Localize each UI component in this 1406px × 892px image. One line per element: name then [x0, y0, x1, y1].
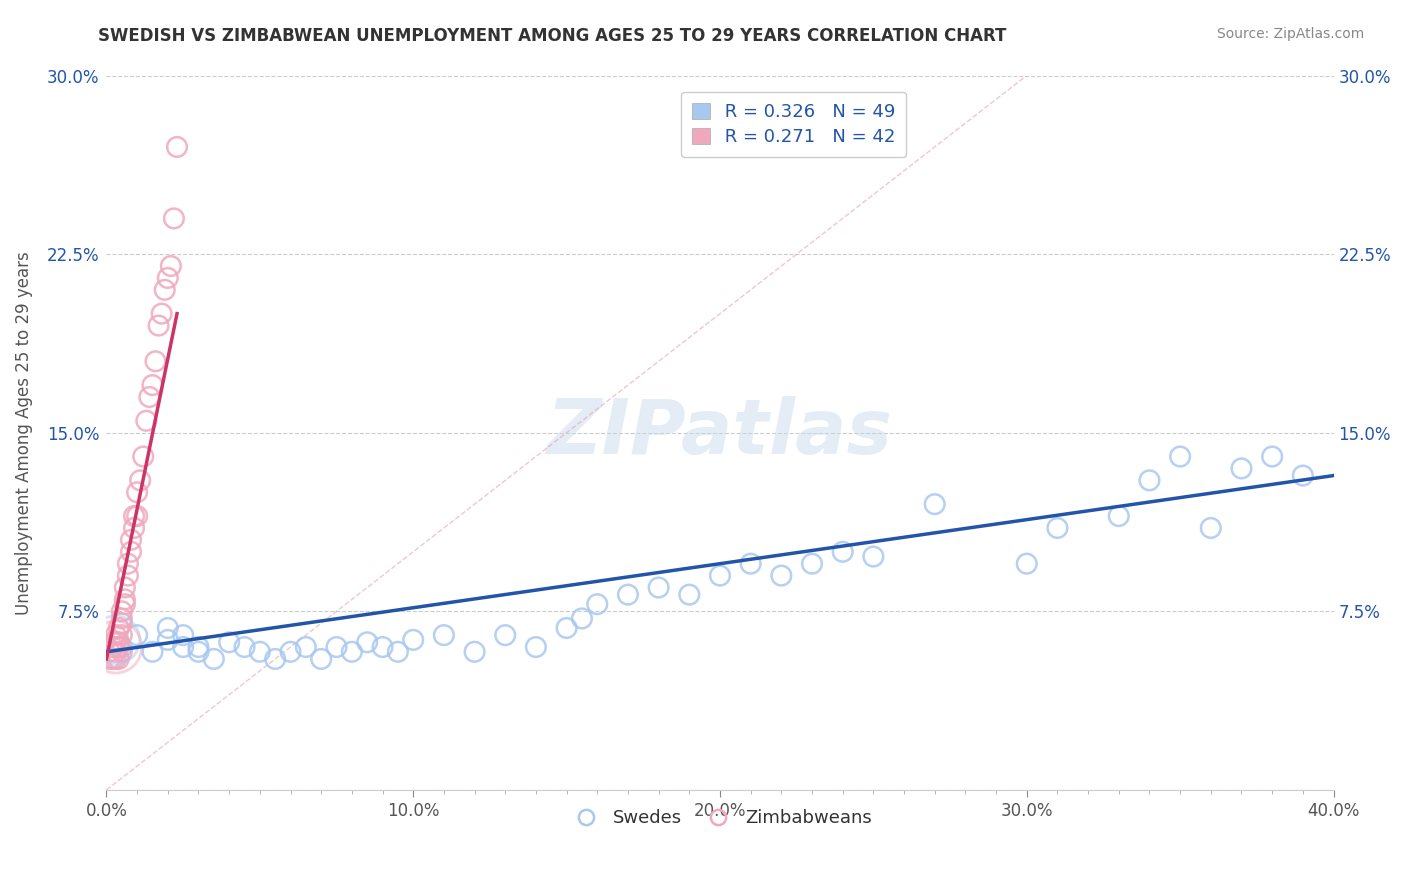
Point [127, 485, 149, 500]
Point [402, 632, 425, 647]
Point [172, 640, 194, 654]
Point [117, 568, 139, 582]
Point [107, 640, 129, 654]
Point [770, 568, 793, 582]
Text: Source: ZipAtlas.com: Source: ZipAtlas.com [1216, 27, 1364, 41]
Point [647, 581, 669, 595]
Point [132, 450, 155, 464]
Point [104, 628, 127, 642]
Point [138, 390, 160, 404]
Point [586, 597, 609, 611]
Point [156, 271, 179, 285]
Point [156, 632, 179, 647]
Point [117, 557, 139, 571]
Point [101, 640, 124, 654]
Point [387, 645, 409, 659]
Point [1199, 521, 1222, 535]
Point [202, 652, 225, 666]
Point [187, 645, 209, 659]
Point [1168, 450, 1191, 464]
Point [433, 628, 456, 642]
Point [160, 259, 183, 273]
Point [678, 588, 700, 602]
Point [111, 640, 134, 654]
Point [111, 628, 134, 642]
Point [122, 509, 145, 524]
Point [129, 474, 152, 488]
Point [101, 652, 124, 666]
Point [166, 140, 188, 154]
Point [494, 628, 516, 642]
Point [325, 640, 347, 654]
Point [104, 645, 127, 659]
Point [135, 414, 157, 428]
Point [1139, 474, 1161, 488]
Point [1046, 521, 1069, 535]
Point [107, 635, 129, 649]
Point [141, 645, 163, 659]
Point [120, 545, 142, 559]
Point [111, 604, 134, 618]
Point [114, 581, 136, 595]
Point [356, 635, 378, 649]
Point [163, 211, 186, 226]
Point [120, 533, 142, 547]
Point [264, 652, 287, 666]
Point [249, 645, 271, 659]
Point [153, 283, 176, 297]
Point [309, 652, 332, 666]
Point [156, 621, 179, 635]
Legend: Swedes, Zimbabweans: Swedes, Zimbabweans [561, 802, 879, 835]
Point [145, 354, 167, 368]
Point [1292, 468, 1315, 483]
Point [107, 652, 129, 666]
Point [98, 652, 121, 666]
Point [104, 652, 127, 666]
Point [150, 307, 173, 321]
Point [114, 592, 136, 607]
Point [187, 640, 209, 654]
Text: SWEDISH VS ZIMBABWEAN UNEMPLOYMENT AMONG AGES 25 TO 29 YEARS CORRELATION CHART: SWEDISH VS ZIMBABWEAN UNEMPLOYMENT AMONG… [98, 27, 1007, 45]
Point [571, 611, 593, 625]
Point [280, 645, 302, 659]
Point [122, 521, 145, 535]
Point [104, 640, 127, 654]
Point [233, 640, 256, 654]
Point [218, 635, 240, 649]
Text: ZIPatlas: ZIPatlas [547, 396, 893, 470]
Point [709, 568, 731, 582]
Point [104, 635, 127, 649]
Point [1015, 557, 1038, 571]
Point [1108, 509, 1130, 524]
Point [555, 621, 578, 635]
Point [340, 645, 363, 659]
Point [924, 497, 946, 511]
Point [862, 549, 884, 564]
Point [1230, 461, 1253, 475]
Point [107, 621, 129, 635]
Point [172, 628, 194, 642]
Point [524, 640, 547, 654]
Point [295, 640, 318, 654]
Point [1261, 450, 1284, 464]
Point [101, 635, 124, 649]
Y-axis label: Unemployment Among Ages 25 to 29 years: Unemployment Among Ages 25 to 29 years [15, 251, 32, 615]
Point [98, 645, 121, 659]
Point [111, 616, 134, 631]
Point [371, 640, 394, 654]
Point [740, 557, 762, 571]
Point [464, 645, 486, 659]
Point [104, 632, 127, 647]
Point [127, 628, 149, 642]
Point [111, 611, 134, 625]
Point [111, 645, 134, 659]
Point [127, 509, 149, 524]
Point [617, 588, 640, 602]
Point [141, 378, 163, 392]
Point [801, 557, 824, 571]
Point [831, 545, 853, 559]
Point [148, 318, 170, 333]
Point [114, 597, 136, 611]
